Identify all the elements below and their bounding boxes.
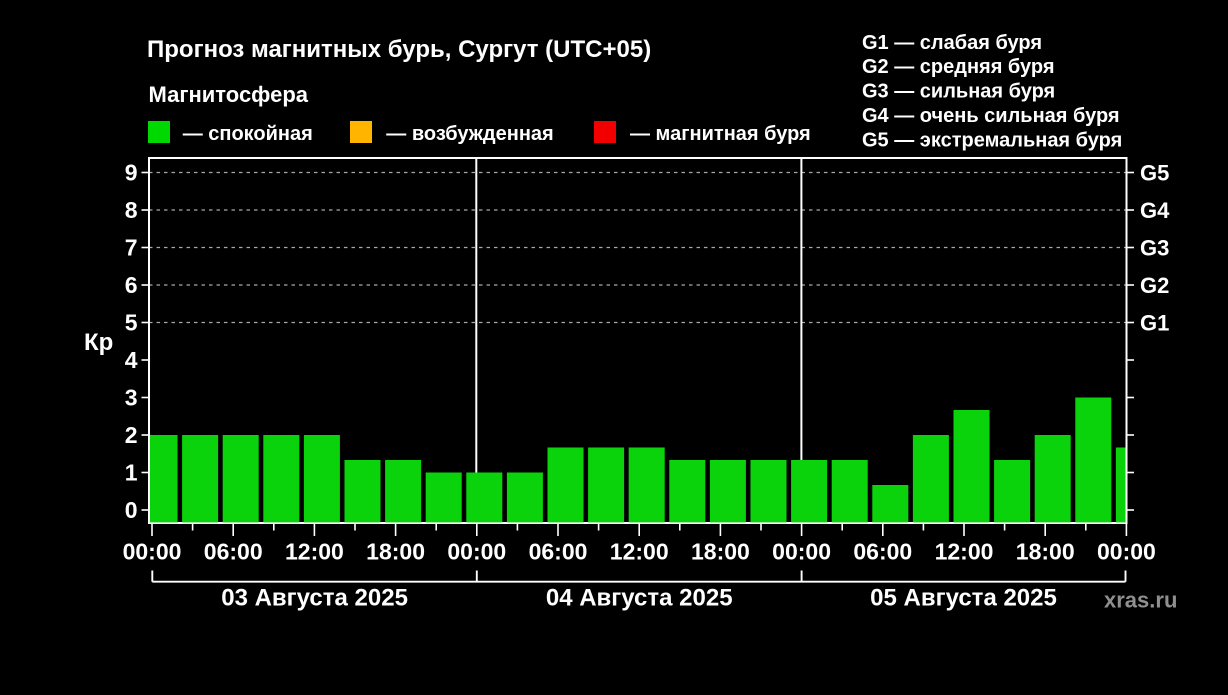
svg-text:G4: G4 [1140, 198, 1170, 223]
svg-text:G3: G3 [1140, 235, 1169, 260]
svg-text:G2: G2 [1140, 273, 1169, 298]
svg-text:00:00: 00:00 [1097, 539, 1156, 565]
svg-text:06:00: 06:00 [529, 539, 588, 565]
svg-text:18:00: 18:00 [1016, 539, 1075, 565]
svg-text:03 Августа 2025: 03 Августа 2025 [221, 585, 408, 612]
svg-text:G2 — средняя буря: G2 — средняя буря [862, 56, 1055, 78]
svg-text:8: 8 [125, 197, 138, 223]
svg-text:06:00: 06:00 [853, 539, 912, 565]
svg-text:0: 0 [125, 497, 138, 523]
svg-text:G4 — очень сильная буря: G4 — очень сильная буря [862, 105, 1120, 127]
svg-text:05 Августа 2025: 05 Августа 2025 [870, 585, 1057, 612]
svg-text:04 Августа 2025: 04 Августа 2025 [546, 585, 733, 612]
svg-text:Кр: Кр [84, 329, 113, 356]
svg-text:G5: G5 [1140, 160, 1169, 185]
svg-text:00:00: 00:00 [123, 539, 182, 565]
svg-text:18:00: 18:00 [366, 539, 425, 565]
svg-text:G1: G1 [1140, 310, 1169, 335]
svg-text:00:00: 00:00 [772, 539, 831, 565]
svg-text:— спокойная: — спокойная [183, 123, 313, 145]
svg-text:G3 — сильная буря: G3 — сильная буря [862, 81, 1055, 103]
svg-text:xras.ru: xras.ru [1104, 588, 1177, 613]
svg-text:Прогноз магнитных бурь, Сургут: Прогноз магнитных бурь, Сургут (UTC+05) [147, 36, 651, 63]
svg-text:12:00: 12:00 [610, 539, 669, 565]
svg-text:4: 4 [125, 347, 138, 373]
svg-text:12:00: 12:00 [285, 539, 344, 565]
svg-text:— магнитная буря: — магнитная буря [630, 123, 811, 145]
svg-text:6: 6 [125, 272, 138, 298]
svg-text:3: 3 [125, 385, 138, 411]
svg-text:Магнитосфера: Магнитосфера [149, 82, 309, 107]
svg-text:00:00: 00:00 [447, 539, 506, 565]
svg-text:2: 2 [125, 422, 138, 448]
svg-text:06:00: 06:00 [204, 539, 263, 565]
svg-text:5: 5 [125, 310, 138, 336]
svg-text:G5 — экстремальная буря: G5 — экстремальная буря [862, 129, 1122, 151]
svg-text:12:00: 12:00 [935, 539, 994, 565]
svg-text:G1 — слабая буря: G1 — слабая буря [862, 32, 1042, 54]
svg-text:1: 1 [125, 460, 138, 486]
svg-text:7: 7 [125, 235, 138, 261]
svg-text:18:00: 18:00 [691, 539, 750, 565]
svg-text:— возбужденная: — возбужденная [386, 123, 553, 145]
svg-text:9: 9 [125, 160, 138, 186]
